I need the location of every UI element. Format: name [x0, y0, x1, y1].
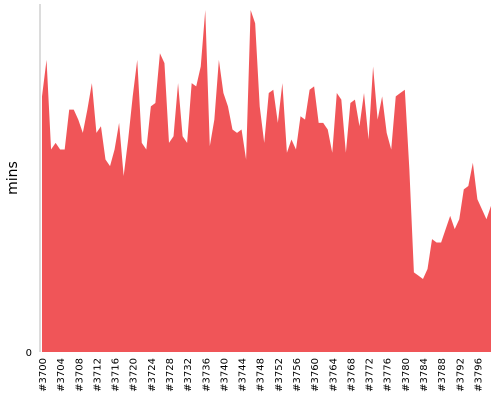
x-tick-label: #3744	[238, 358, 249, 392]
x-tick-label: #3792	[455, 358, 466, 392]
x-tick-label: #3748	[256, 358, 267, 392]
x-tick-label: #3700	[38, 358, 49, 392]
x-tick-label: #3732	[183, 358, 194, 392]
x-tick-label: #3752	[274, 358, 285, 392]
plot-area	[42, 10, 491, 352]
x-tick-label: #3764	[328, 358, 339, 392]
x-tick-label: #3760	[310, 358, 321, 392]
x-tick-label: #3780	[401, 358, 412, 392]
x-tick-label: #3724	[147, 358, 158, 392]
x-tick-label: #3720	[129, 358, 140, 392]
x-tick-label: #3728	[165, 358, 176, 392]
y-tick-label: 0	[26, 348, 32, 359]
x-tick-label: #3740	[219, 358, 230, 392]
x-tick-label: #3768	[346, 358, 357, 392]
x-tick-label: #3708	[74, 358, 85, 392]
x-tick-label: #3736	[201, 358, 212, 392]
x-tick-label: #3704	[56, 358, 67, 392]
x-tick-label: #3788	[437, 358, 448, 392]
x-tick-label: #3756	[292, 358, 303, 392]
x-tick-label: #3784	[419, 358, 430, 392]
x-tick-label: #3716	[111, 358, 122, 392]
axes: 0 #3700 #3704 #3708 #3712 #3716 #3720 #3724 #372…	[26, 4, 484, 392]
x-tick-label: #3712	[92, 358, 103, 392]
x-tick-label: #3772	[365, 358, 376, 392]
x-tick-label: #3776	[383, 358, 394, 392]
x-tick-label: #3796	[473, 358, 484, 392]
y-axis-title: mins	[5, 161, 21, 195]
series-area	[42, 10, 491, 352]
